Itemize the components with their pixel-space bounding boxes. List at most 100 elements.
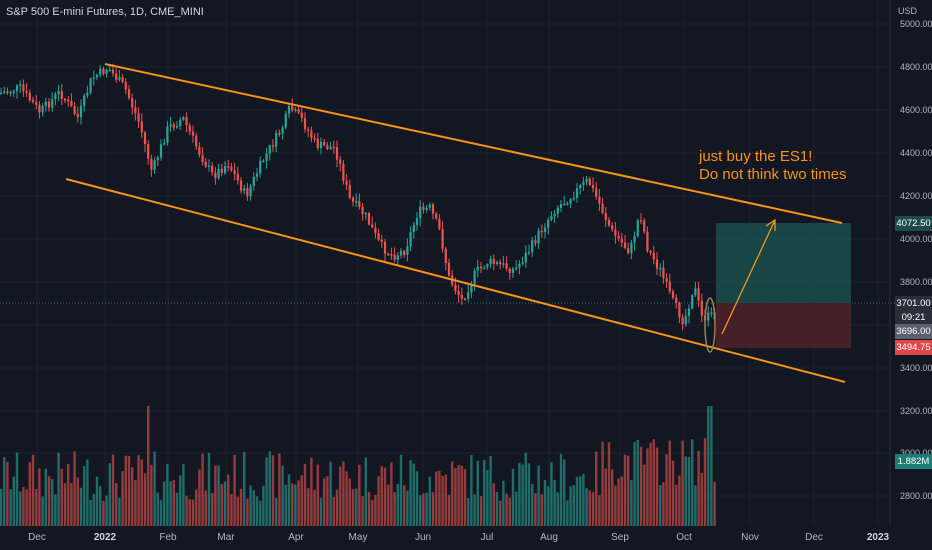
candle-body xyxy=(28,92,31,101)
candle-body xyxy=(521,262,524,265)
candle-body xyxy=(604,212,607,220)
volume-bar xyxy=(278,453,281,526)
volume-bar xyxy=(713,481,716,526)
candle-body xyxy=(348,184,351,198)
candle-body xyxy=(108,69,111,72)
candle-body xyxy=(54,94,57,100)
candle-body xyxy=(419,206,422,219)
candle-body xyxy=(236,173,239,181)
candle-body xyxy=(518,264,521,268)
volume-bar xyxy=(591,492,595,526)
volume-bar xyxy=(684,456,687,526)
volume-bar xyxy=(342,461,345,526)
volume-bar xyxy=(419,495,422,526)
channel-lower-line xyxy=(65,178,846,383)
symbol-title[interactable]: S&P 500 E-mini Futures, 1D, CME_MINI xyxy=(6,6,204,18)
price-tick-label: 4000.00 xyxy=(900,234,932,244)
candle-body xyxy=(233,170,236,174)
volume-bar xyxy=(15,452,19,526)
candle-body xyxy=(543,227,547,232)
volume-bar xyxy=(387,484,390,526)
volume-bar xyxy=(710,406,713,526)
volume-bar xyxy=(627,455,630,526)
time-tick-label: Aug xyxy=(540,532,558,543)
volume-bar xyxy=(92,493,95,526)
price-tick-label: 4400.00 xyxy=(900,148,932,158)
candle-body xyxy=(479,266,483,269)
volume-bar xyxy=(291,483,294,526)
candle-body xyxy=(639,220,643,222)
candle-body xyxy=(665,278,668,282)
volume-bar xyxy=(41,496,44,526)
volume-bar xyxy=(355,488,358,526)
volume-bar xyxy=(393,492,396,526)
candle-body xyxy=(633,235,636,243)
volume-bar xyxy=(150,464,153,526)
candle-body xyxy=(515,267,518,270)
candle-body xyxy=(284,113,287,128)
candle-body xyxy=(646,231,649,251)
candle-body xyxy=(598,196,601,204)
candle-body xyxy=(57,91,60,95)
time-tick-label: Sep xyxy=(611,532,629,543)
candle-body xyxy=(159,144,163,158)
volume-bar xyxy=(531,483,534,526)
volume-bar xyxy=(524,452,527,526)
volume-bar xyxy=(137,455,140,526)
candle-body xyxy=(470,284,473,293)
volume-bar xyxy=(214,465,217,526)
volume-bar xyxy=(675,484,678,526)
candle-body xyxy=(662,267,665,279)
candle-body xyxy=(150,158,153,170)
volume-bar xyxy=(134,480,137,526)
volume-bar xyxy=(345,471,348,526)
volume-bar xyxy=(467,498,470,526)
candle-body xyxy=(83,95,86,106)
candle-body xyxy=(435,213,438,219)
volume-bar xyxy=(121,470,124,526)
candle-body xyxy=(627,247,630,254)
volume-bar xyxy=(380,466,383,526)
volume-bar xyxy=(572,485,575,526)
volume-bar xyxy=(534,493,537,526)
candle-body xyxy=(687,308,691,316)
candle-body xyxy=(454,284,457,291)
price-tick-label: 3200.00 xyxy=(900,406,932,416)
volume-bar xyxy=(374,495,377,526)
candle-body xyxy=(12,91,15,93)
candle-body xyxy=(95,74,99,78)
candlesticks xyxy=(0,63,716,331)
volume-bar xyxy=(643,464,646,526)
candle-body xyxy=(319,141,323,149)
candle-body xyxy=(300,112,303,118)
volume-bar xyxy=(700,472,703,526)
volume-bar xyxy=(431,492,435,526)
candle-body xyxy=(620,238,623,243)
countdown-badge: 09:21 xyxy=(895,310,932,325)
volume-bar xyxy=(156,492,159,526)
volume-bar xyxy=(31,454,35,526)
volume-bar xyxy=(47,476,51,526)
volume-bar xyxy=(435,471,438,526)
volume-bar xyxy=(297,480,300,526)
candle-body xyxy=(255,173,259,177)
volume-bar xyxy=(463,469,467,526)
candle-body xyxy=(19,84,22,86)
candle-body xyxy=(22,84,25,92)
candle-body xyxy=(0,92,3,95)
time-tick-label: Dec xyxy=(28,532,46,543)
volume-bar xyxy=(79,487,83,526)
candle-body xyxy=(99,68,102,75)
volume-bar xyxy=(451,461,454,526)
volume-bar xyxy=(659,485,662,526)
volume-bar xyxy=(639,446,643,526)
candle-body xyxy=(252,176,255,186)
volume-bar xyxy=(515,491,518,526)
chart-annotation[interactable]: just buy the ES1! Do not think two times xyxy=(699,148,847,184)
time-tick-label: Nov xyxy=(741,532,759,543)
volume-bar xyxy=(470,455,473,526)
volume-bar xyxy=(652,439,655,526)
volume-bar xyxy=(476,460,479,526)
